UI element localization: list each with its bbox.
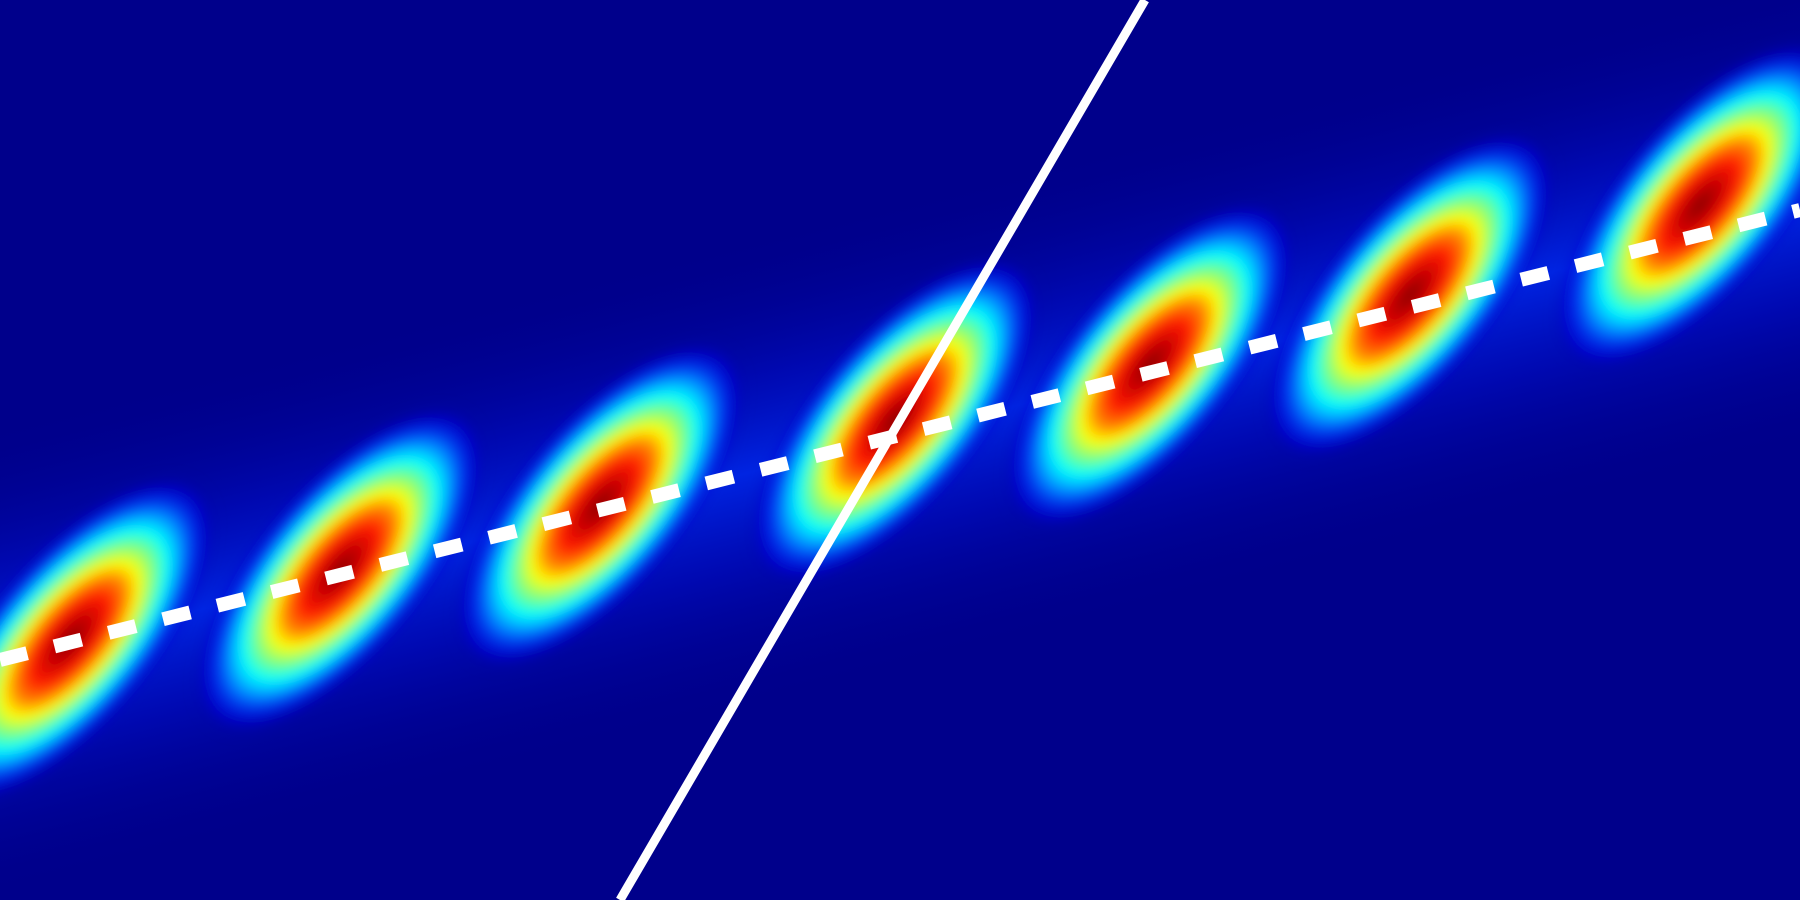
heatmap-peak-5 [1003, 198, 1297, 532]
heatmap-peak-6 [1263, 128, 1557, 462]
solid-diagonal-line [616, 0, 1149, 900]
heatmap-peak-7 [1553, 38, 1800, 372]
